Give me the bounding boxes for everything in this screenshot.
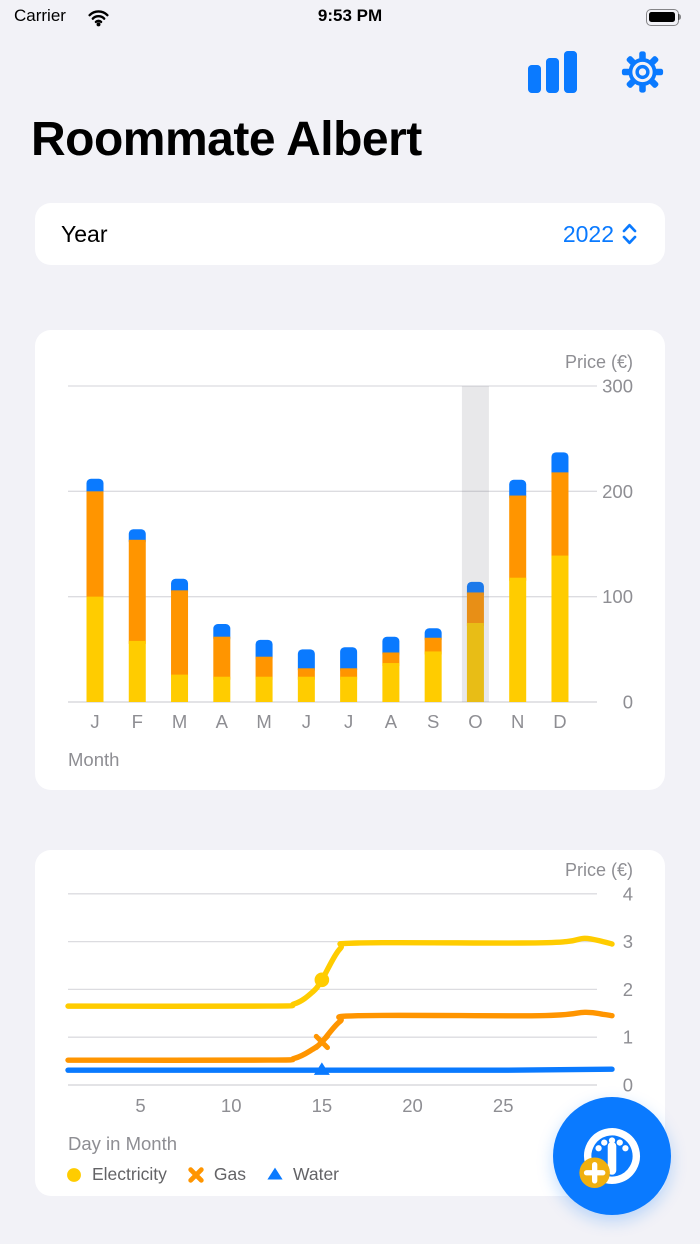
svg-text:10: 10 — [221, 1095, 242, 1116]
wifi-icon — [88, 10, 109, 27]
status-bar: Carrier 9:53 PM — [0, 0, 700, 34]
svg-text:Price (€): Price (€) — [565, 352, 633, 372]
svg-text:O: O — [468, 711, 482, 732]
svg-text:F: F — [132, 711, 143, 732]
svg-text:J: J — [302, 711, 311, 732]
svg-text:Day in Month: Day in Month — [68, 1133, 177, 1154]
svg-text:J: J — [344, 711, 353, 732]
svg-text:200: 200 — [602, 481, 633, 502]
svg-text:1: 1 — [623, 1027, 633, 1048]
settings-button[interactable] — [619, 49, 666, 95]
svg-text:S: S — [427, 711, 439, 732]
svg-text:Price (€): Price (€) — [565, 860, 633, 880]
svg-text:15: 15 — [312, 1095, 333, 1116]
svg-text:25: 25 — [493, 1095, 514, 1116]
svg-text:20: 20 — [402, 1095, 423, 1116]
svg-text:0: 0 — [623, 1075, 633, 1096]
stats-button[interactable] — [527, 51, 579, 93]
svg-text:M: M — [172, 711, 187, 732]
legend-triangle-icon — [267, 1167, 283, 1180]
svg-text:100: 100 — [602, 586, 633, 607]
chevron-up-down-icon — [622, 223, 637, 245]
year-selector-row: Year 2022 — [35, 203, 665, 265]
legend-circle-icon — [67, 1167, 81, 1182]
bar-chart-icon — [528, 51, 577, 93]
year-label: Year — [61, 220, 108, 247]
svg-text:M: M — [256, 711, 271, 732]
battery-icon — [646, 9, 682, 26]
svg-text:5: 5 — [135, 1095, 145, 1116]
svg-text:A: A — [385, 711, 398, 732]
svg-text:Month: Month — [68, 749, 119, 770]
svg-text:4: 4 — [623, 883, 633, 904]
legend-label: Gas — [213, 1164, 246, 1184]
svg-text:A: A — [216, 711, 229, 732]
chart-legend: Electricity Gas Water — [65, 1164, 339, 1185]
svg-text:J: J — [90, 711, 99, 732]
svg-text:D: D — [553, 711, 566, 732]
monthly-chart-card: Price (€) 300 200 100 0 J F M A M J J A S O N D Month — [35, 330, 665, 790]
year-picker[interactable]: 2022 — [563, 221, 639, 248]
legend-item: Gas — [187, 1164, 246, 1185]
meter-gauge-icon — [579, 1128, 640, 1189]
page-title: Roommate Albert — [31, 113, 422, 166]
legend-label: Water — [292, 1164, 340, 1184]
add-meter-fab[interactable] — [553, 1097, 671, 1215]
legend-label: Electricity — [92, 1164, 167, 1184]
carrier-label: Carrier — [14, 6, 66, 25]
svg-text:3: 3 — [623, 931, 633, 952]
legend-x-icon — [188, 1166, 204, 1183]
svg-text:0: 0 — [623, 692, 633, 713]
monthly-bar-chart[interactable]: Price (€) 300 200 100 0 J F M A M J J A S O N D Month — [35, 330, 665, 790]
plus-icon — [579, 1157, 610, 1189]
svg-text:300: 300 — [602, 376, 633, 397]
legend-item: Electricity — [65, 1164, 167, 1185]
legend-item: Water — [266, 1164, 339, 1185]
svg-text:N: N — [511, 711, 524, 732]
year-value: 2022 — [562, 220, 614, 247]
svg-text:2: 2 — [623, 979, 633, 1000]
gear-icon — [621, 51, 664, 93]
status-clock: 9:53 PM — [317, 6, 383, 25]
